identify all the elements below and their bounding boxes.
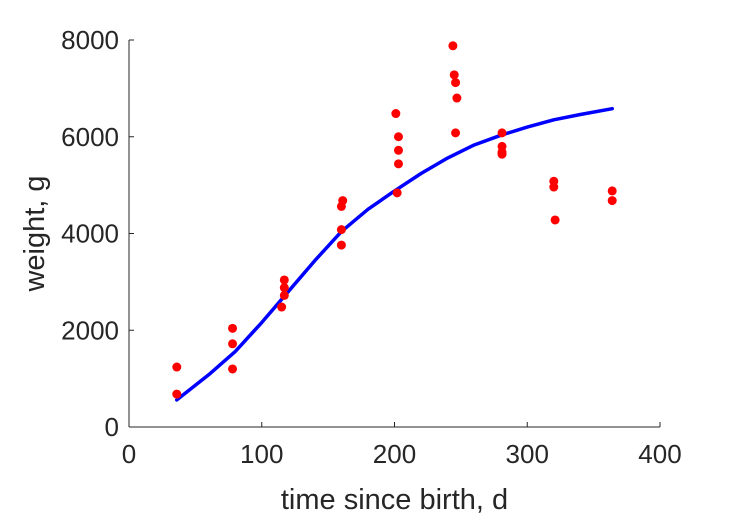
data-points	[172, 41, 617, 399]
y-tick-label: 4000	[61, 219, 119, 249]
data-point	[451, 128, 461, 138]
y-axis-ticks: 0 2000 4000 6000 8000	[61, 25, 134, 442]
data-point	[336, 240, 346, 250]
y-tick-label: 6000	[61, 122, 119, 152]
data-point	[393, 145, 403, 155]
data-point	[228, 364, 238, 374]
data-point	[550, 215, 560, 225]
x-tick-label: 400	[638, 439, 681, 469]
y-tick-label: 8000	[61, 25, 119, 55]
data-point	[607, 196, 617, 206]
y-axis-label: weight, g	[19, 175, 51, 292]
data-point	[228, 339, 238, 349]
data-point	[497, 149, 507, 159]
x-tick-label: 200	[373, 439, 416, 469]
data-point	[338, 196, 348, 206]
y-tick-label: 0	[105, 412, 119, 442]
data-point	[172, 389, 182, 399]
data-point	[279, 290, 289, 300]
data-point	[277, 302, 287, 312]
x-tick-label: 300	[506, 439, 549, 469]
data-point	[336, 225, 346, 235]
x-tick-label: 100	[240, 439, 283, 469]
data-point	[497, 128, 507, 138]
data-point	[448, 41, 458, 51]
data-point	[279, 275, 289, 285]
data-point	[392, 188, 402, 198]
data-point	[391, 109, 401, 119]
data-point	[393, 132, 403, 142]
data-point	[451, 78, 461, 88]
data-point	[449, 70, 459, 80]
x-axis-label: time since birth, d	[281, 484, 508, 516]
axes	[128, 40, 660, 428]
x-axis-ticks: 0 100 200 300 400	[122, 422, 682, 469]
data-point	[279, 283, 289, 293]
data-point	[393, 159, 403, 169]
data-point	[549, 182, 559, 192]
data-point	[172, 362, 182, 372]
data-point	[452, 93, 462, 103]
y-tick-label: 2000	[61, 315, 119, 345]
data-point	[228, 323, 238, 333]
x-tick-label: 0	[122, 439, 136, 469]
data-point	[607, 186, 617, 196]
